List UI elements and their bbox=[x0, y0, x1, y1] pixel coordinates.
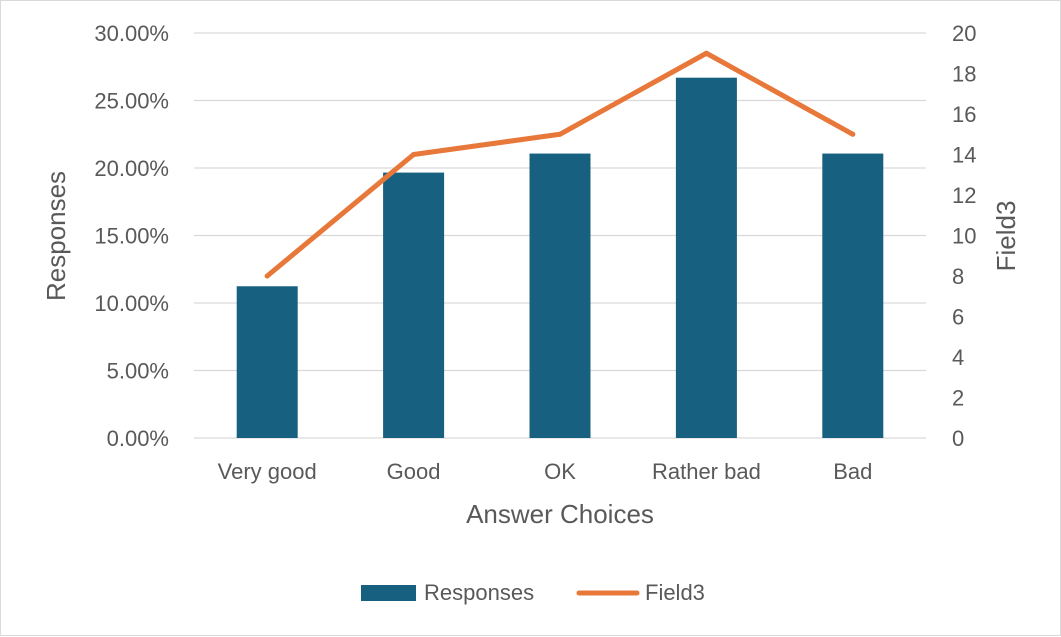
y-tick-label: 5.00% bbox=[107, 359, 169, 384]
line-point bbox=[411, 152, 417, 157]
x-tick-label: Very good bbox=[218, 459, 317, 484]
y2-tick-label: 8 bbox=[952, 264, 964, 289]
bar bbox=[383, 172, 445, 438]
legend: Responses Field3 bbox=[361, 580, 705, 605]
bar bbox=[529, 153, 591, 438]
y2-tick-label: 4 bbox=[952, 345, 964, 370]
y2-tick-label: 12 bbox=[952, 183, 976, 208]
x-tick-label: Bad bbox=[833, 459, 872, 484]
y2-axis-title: Field3 bbox=[991, 201, 1021, 272]
bar-series-responses bbox=[236, 77, 884, 438]
y-tick-label: 0.00% bbox=[107, 426, 169, 451]
y-tick-label: 25.00% bbox=[94, 89, 169, 114]
left-axis-ticks: 0.00% 5.00% 10.00% 15.00% 20.00% 25.00% 30.00% bbox=[94, 21, 169, 451]
y2-tick-label: 14 bbox=[952, 143, 976, 168]
x-axis-title: Answer Choices bbox=[466, 499, 654, 529]
line-series-field3 bbox=[264, 50, 856, 279]
bar bbox=[675, 77, 737, 438]
x-axis-ticks: Very good Good OK Rather bad Bad bbox=[218, 459, 873, 484]
y-tick-label: 10.00% bbox=[94, 291, 169, 316]
bar bbox=[822, 153, 884, 438]
line-point bbox=[557, 131, 563, 137]
y2-tick-label: 10 bbox=[952, 224, 976, 249]
x-tick-label: Rather bad bbox=[652, 459, 761, 484]
x-tick-label: Good bbox=[387, 459, 441, 484]
right-axis-ticks: 0 2 4 6 8 10 12 14 16 18 20 bbox=[952, 21, 976, 451]
y2-tick-label: 20 bbox=[952, 21, 976, 46]
y2-tick-label: 18 bbox=[952, 62, 976, 87]
y-tick-label: 15.00% bbox=[94, 224, 169, 249]
line-point bbox=[850, 131, 856, 137]
y-tick-label: 30.00% bbox=[94, 21, 169, 46]
y2-tick-label: 6 bbox=[952, 305, 964, 330]
y2-tick-label: 0 bbox=[952, 426, 964, 451]
y-axis-title: Responses bbox=[41, 171, 71, 301]
legend-swatch-responses bbox=[361, 585, 416, 601]
x-tick-label: OK bbox=[544, 459, 576, 484]
y2-tick-label: 16 bbox=[952, 102, 976, 127]
bar bbox=[236, 286, 298, 438]
line-point bbox=[264, 273, 270, 279]
line-point bbox=[703, 50, 709, 56]
legend-label-responses: Responses bbox=[424, 580, 534, 605]
legend-label-field3: Field3 bbox=[645, 580, 705, 605]
y2-tick-label: 2 bbox=[952, 386, 964, 411]
y-tick-label: 20.00% bbox=[94, 156, 169, 181]
